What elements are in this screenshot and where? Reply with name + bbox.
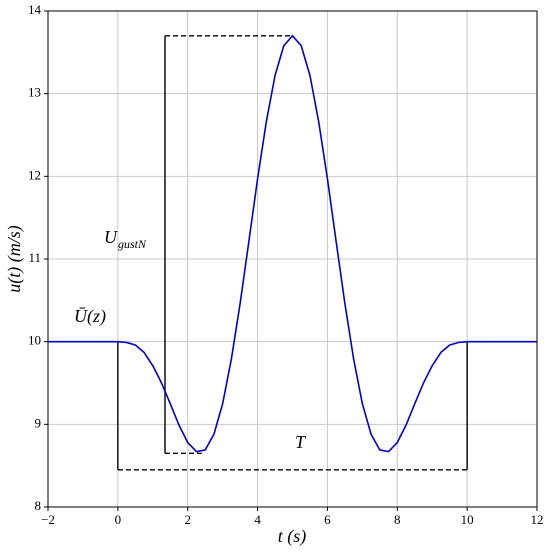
y-axis-title: u(t) (m/s) — [4, 225, 25, 292]
annotation: gustN — [118, 237, 147, 251]
x-tick-label: 10 — [461, 512, 474, 527]
y-tick-label: 9 — [35, 415, 42, 430]
y-tick-label: 13 — [28, 85, 41, 100]
y-tick-label: 12 — [28, 167, 41, 182]
x-tick-label: 0 — [115, 512, 122, 527]
y-tick-label: 14 — [28, 2, 42, 17]
x-axis-title: t (s) — [278, 526, 307, 547]
plot-frame — [47, 10, 538, 508]
x-tick-label: 8 — [394, 512, 401, 527]
x-tick-label: 6 — [324, 512, 331, 527]
y-tick-label: 10 — [28, 333, 41, 348]
x-tick-label: 12 — [531, 512, 544, 527]
x-tick-label: −2 — [41, 512, 55, 527]
annotation: Ū(z) — [74, 306, 106, 327]
annotation: U — [104, 227, 118, 247]
y-tick-label: 8 — [35, 498, 42, 513]
annotation: T — [295, 432, 307, 452]
y-tick-label: 11 — [28, 250, 41, 265]
data-line — [48, 34, 537, 453]
x-tick-label: 2 — [184, 512, 191, 527]
x-tick-label: 4 — [254, 512, 261, 527]
